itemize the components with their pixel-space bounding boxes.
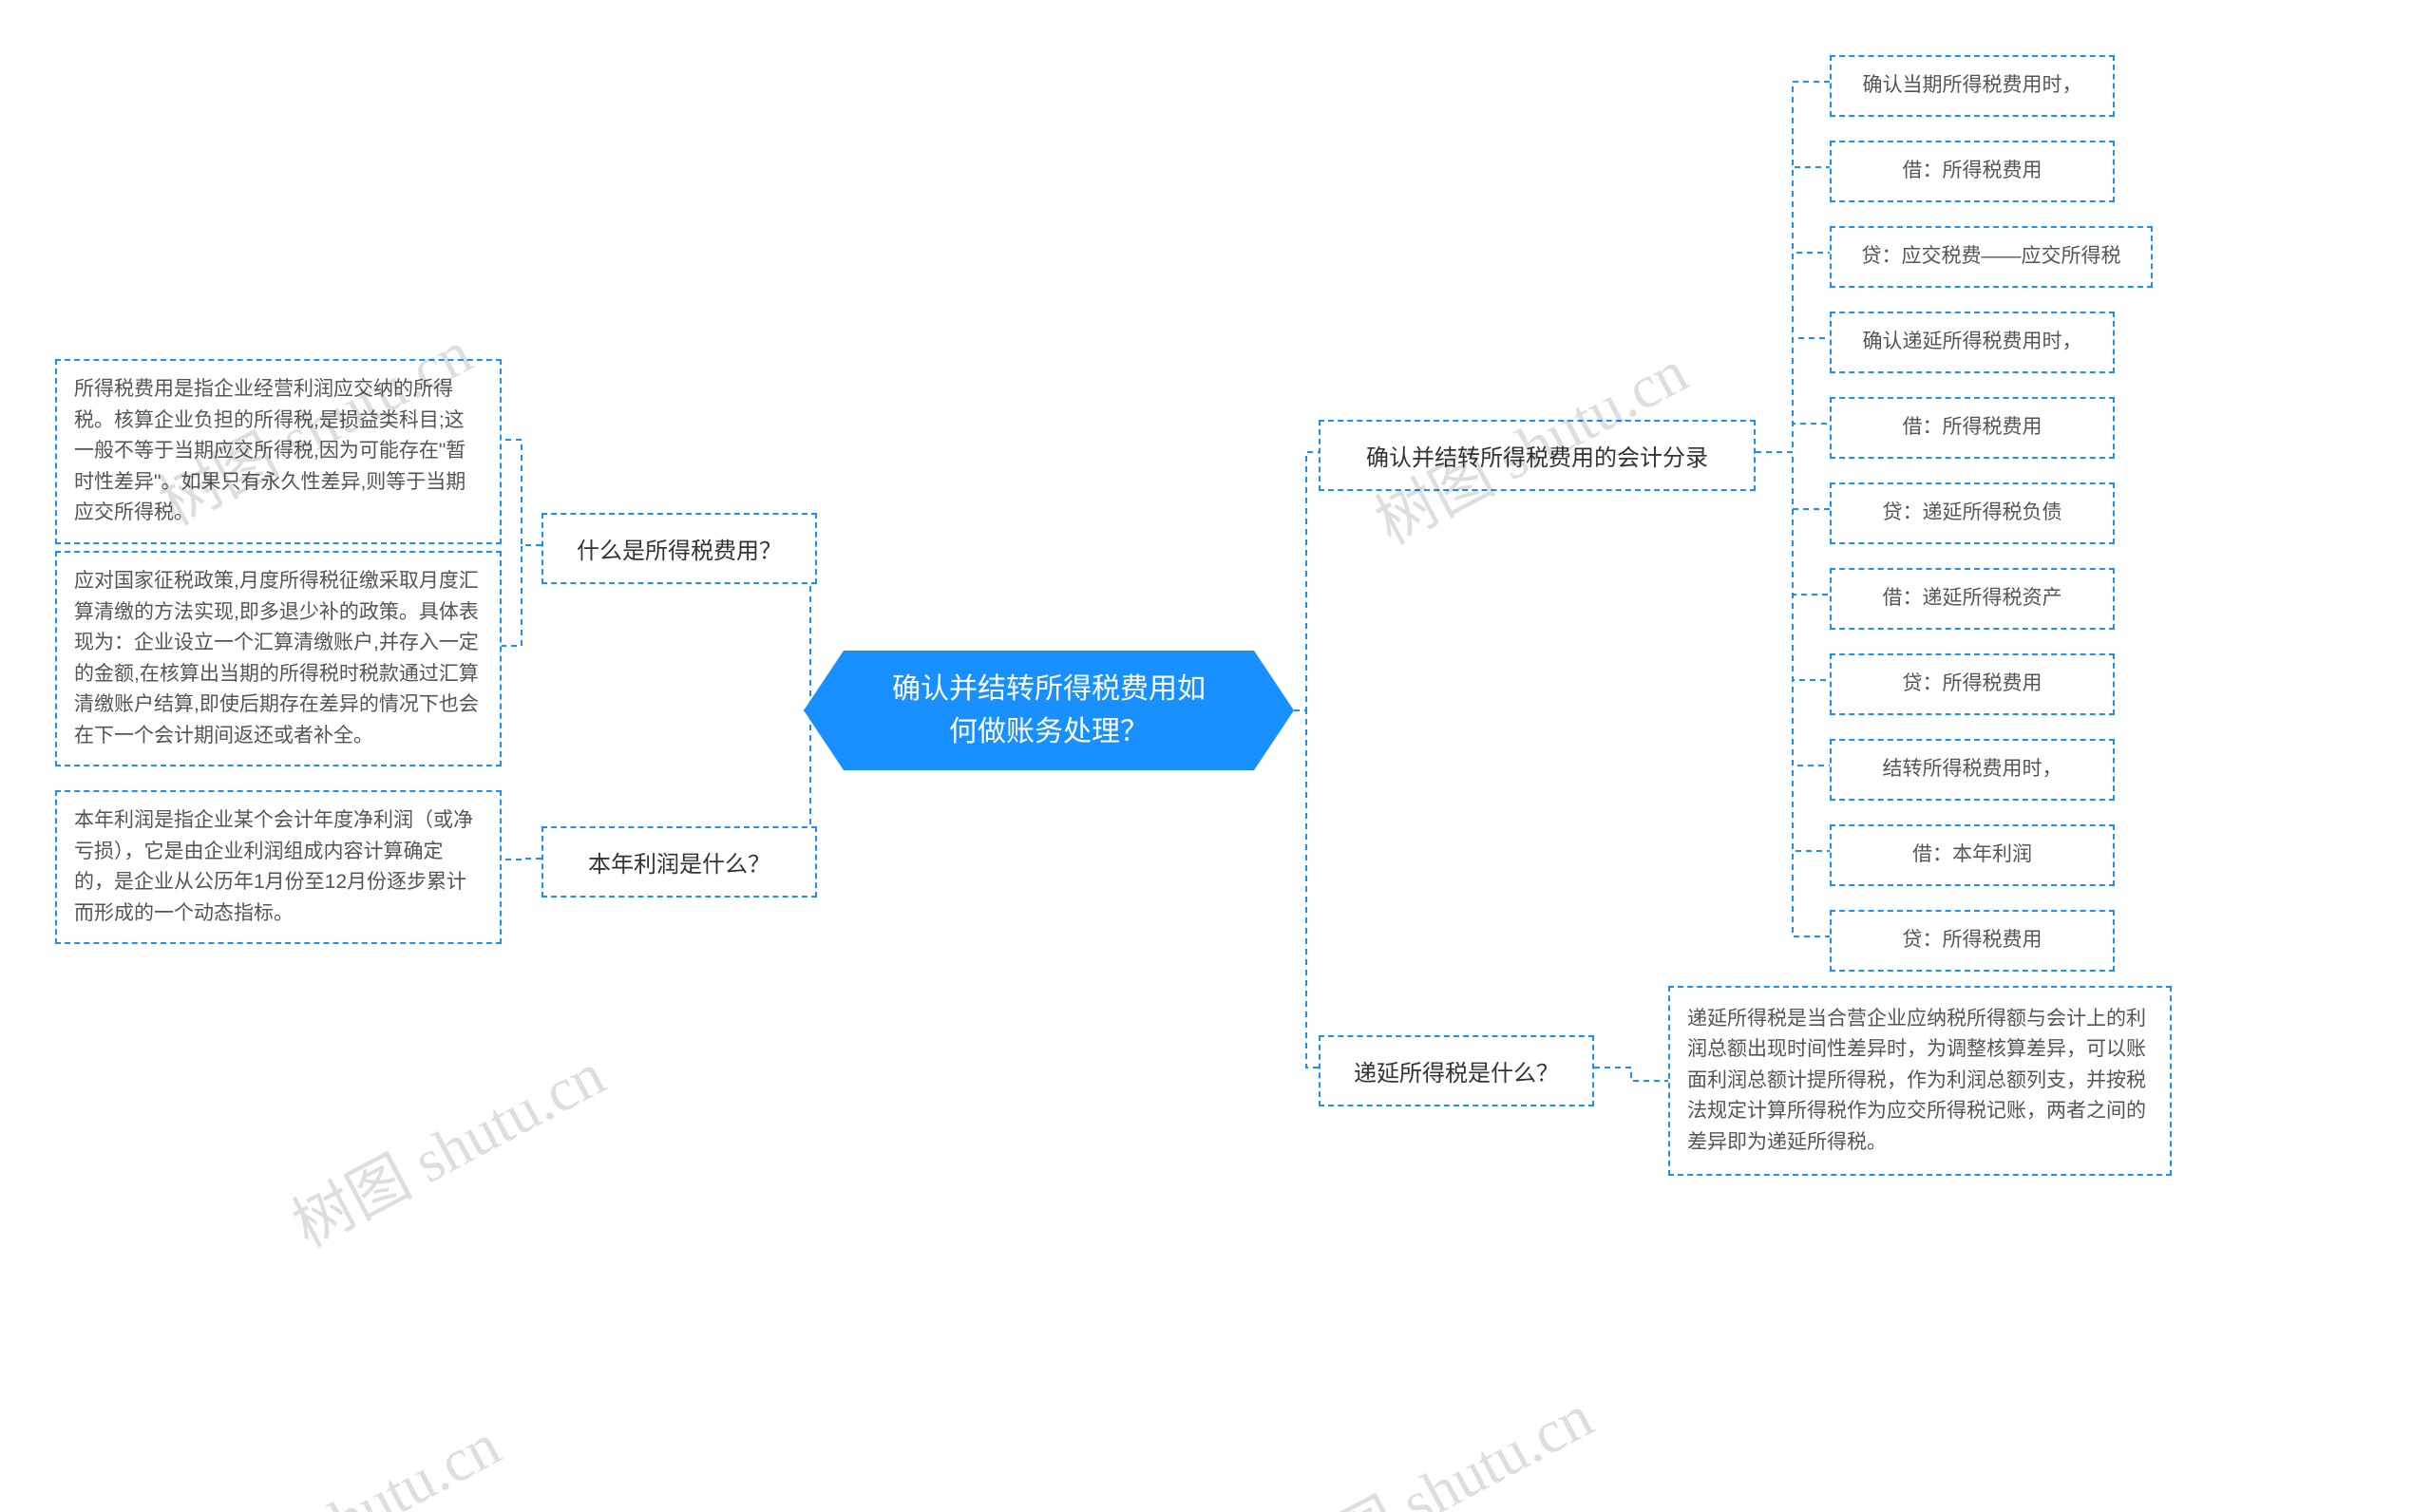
leaf-r1-8: 结转所得税费用时， (1830, 739, 2115, 801)
leaf-r1-2: 贷：应交税费——应交所得税 (1830, 226, 2153, 288)
branch-r1: 确认并结转所得税费用的会计分录 (1319, 420, 1756, 491)
leaf-l2-0: 本年利润是指企业某个会计年度净利润（或净亏损），它是由企业利润组成内容计算确定的… (55, 790, 502, 944)
watermark-2: 树图 shutu.cn (170, 1397, 512, 1512)
leaf-r1-4: 借：所得税费用 (1830, 397, 2115, 459)
watermark-1: 树图 shutu.cn (275, 1027, 617, 1264)
branch-l2: 本年利润是什么？ (542, 826, 817, 898)
leaf-r1-9: 借：本年利润 (1830, 824, 2115, 886)
watermark-4: 树图 shutu.cn (1263, 1369, 1605, 1512)
leaf-r1-5: 贷：递延所得税负债 (1830, 482, 2115, 544)
leaf-r1-10: 贷：所得税费用 (1830, 910, 2115, 972)
root-node: 确认并结转所得税费用如 何做账务处理？ (844, 651, 1254, 770)
leaf-r1-0: 确认当期所得税费用时， (1830, 55, 2115, 117)
leaf-l1-1: 应对国家征税政策,月度所得税征缴采取月度汇算清缴的方法实现,即多退少补的政策。具… (55, 551, 502, 766)
leaf-l1-0: 所得税费用是指企业经营利润应交纳的所得税。核算企业负担的所得税,是损益类科目;这… (55, 359, 502, 544)
leaf-r2-0: 递延所得税是当合营企业应纳税所得额与会计上的利润总额出现时间性差异时，为调整核算… (1668, 986, 2172, 1176)
branch-l1: 什么是所得税费用？ (542, 513, 817, 584)
branch-r2: 递延所得税是什么？ (1319, 1035, 1594, 1106)
leaf-r1-3: 确认递延所得税费用时， (1830, 312, 2115, 373)
leaf-r1-1: 借：所得税费用 (1830, 141, 2115, 202)
leaf-r1-6: 借：递延所得税资产 (1830, 568, 2115, 630)
leaf-r1-7: 贷：所得税费用 (1830, 653, 2115, 715)
